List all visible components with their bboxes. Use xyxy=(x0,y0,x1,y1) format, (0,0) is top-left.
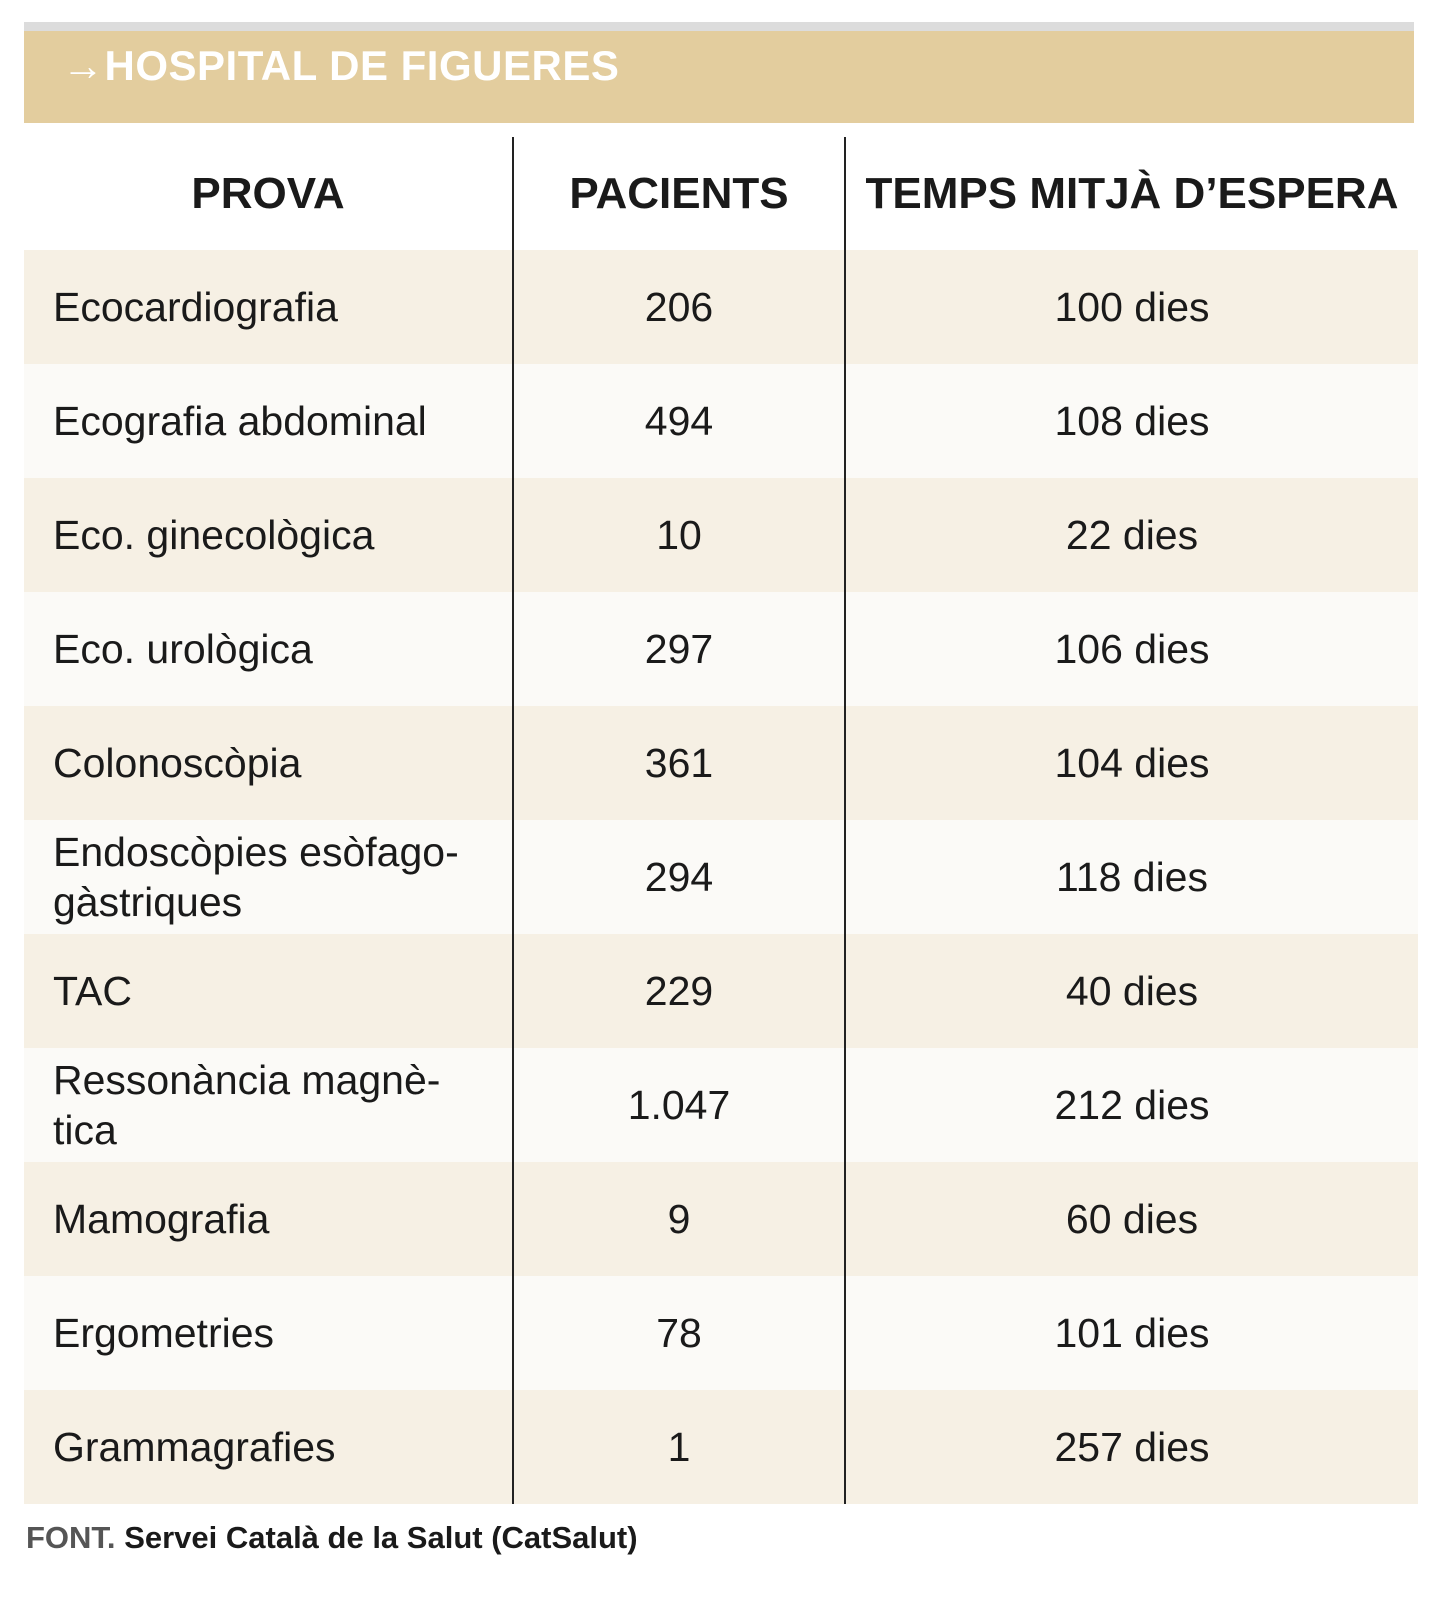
column-header: TEMPS MITJÀ D’ESPERA xyxy=(865,168,1399,218)
table-cell: 106 dies xyxy=(845,592,1418,706)
table-cell: Ecografia abdominal xyxy=(24,364,514,478)
table-cell: 361 xyxy=(513,706,846,820)
table-cell: 297 xyxy=(513,592,846,706)
table-cell: 10 xyxy=(513,478,846,592)
table-cell: 40 dies xyxy=(845,934,1418,1048)
table-row: TAC 229 40 dies xyxy=(24,934,1418,1048)
table-cell: 1.047 xyxy=(513,1048,846,1162)
table-row: Ressonància magnè-tica 1.047 212 dies xyxy=(24,1048,1418,1162)
table-cell: 100 dies xyxy=(845,250,1418,364)
column-header: PACIENTS xyxy=(513,137,846,250)
table-cell: Mamografia xyxy=(24,1162,514,1276)
top-rule xyxy=(24,22,1414,31)
table-cell: 60 dies xyxy=(845,1162,1418,1276)
table-cell: 118 dies xyxy=(845,820,1418,934)
table-cell: Endoscòpies esòfago-gàstriques xyxy=(24,820,514,934)
table-row: Endoscòpies esòfago-gàstriques 294 118 die… xyxy=(24,820,1418,934)
table-cell: 1 xyxy=(513,1390,846,1504)
table-cell: 229 xyxy=(513,934,846,1048)
table-cell: 108 dies xyxy=(845,364,1418,478)
table-cell: 101 dies xyxy=(845,1276,1418,1390)
table-cell: Ecocardiografia xyxy=(24,250,514,364)
table-cell: Eco. ginecològica xyxy=(24,478,514,592)
table-cell: Ressonància magnè-tica xyxy=(24,1048,514,1162)
table-cell: 9 xyxy=(513,1162,846,1276)
table-row: Grammagrafies 1 257 dies xyxy=(24,1390,1418,1504)
table-row: Ecografia abdominal 494 108 dies xyxy=(24,364,1418,478)
table-cell: 22 dies xyxy=(845,478,1418,592)
table-cell: 78 xyxy=(513,1276,846,1390)
table-cell: Eco. urològica xyxy=(24,592,514,706)
title: →HOSPITAL DE FIGUERES xyxy=(24,31,1414,123)
table-cell: 206 xyxy=(513,250,846,364)
table-cell: TAC xyxy=(24,934,514,1048)
table-cell: 294 xyxy=(513,820,846,934)
table-row: Colonoscòpia 361 104 dies xyxy=(24,706,1418,820)
source-text: Servei Català de la Salut (CatSalut) xyxy=(124,1520,638,1555)
table-row: Eco. urològica 297 106 dies xyxy=(24,592,1418,706)
table-row: Ecocardiografia 206 100 dies xyxy=(24,250,1418,364)
infobox: →HOSPITAL DE FIGUERES PROVA PACIENTS TEMPS… xyxy=(24,22,1418,1504)
table-cell: 212 dies xyxy=(845,1048,1418,1162)
table: PROVA PACIENTS TEMPS MITJÀ D’ESPERA Ecocar… xyxy=(24,137,1418,1504)
header-row: PROVA PACIENTS TEMPS MITJÀ D’ESPERA xyxy=(24,137,1418,250)
table-cell: 104 dies xyxy=(845,706,1418,820)
table-row: Ergometries 78 101 dies xyxy=(24,1276,1418,1390)
source: FONT. Servei Català de la Salut (CatSalu… xyxy=(26,1520,638,1556)
table-row: Eco. ginecològica 10 22 dies xyxy=(24,478,1418,592)
table-cell: Grammagrafies xyxy=(24,1390,514,1504)
table-cell: Ergometries xyxy=(24,1276,514,1390)
table-row: Mamografia 9 60 dies xyxy=(24,1162,1418,1276)
source-label: FONT. xyxy=(26,1520,116,1555)
table-cell: 494 xyxy=(513,364,846,478)
table-cell: Colonoscòpia xyxy=(24,706,514,820)
column-header: PROVA xyxy=(24,137,514,250)
table-body: Ecocardiografia 206 100 dies Ecografia abdo… xyxy=(24,250,1418,1504)
table-cell: 257 dies xyxy=(845,1390,1418,1504)
